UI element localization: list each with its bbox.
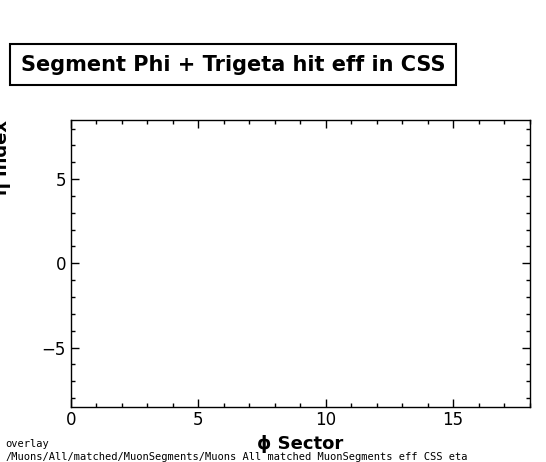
Text: overlay
/Muons/All/matched/MuonSegments/Muons_All_matched_MuonSegments_eff_CSS_e: overlay /Muons/All/matched/MuonSegments/…: [5, 439, 468, 462]
Text: η Index: η Index: [0, 120, 10, 195]
Text: Segment Phi + Trigeta hit eff in CSS: Segment Phi + Trigeta hit eff in CSS: [21, 55, 445, 75]
X-axis label: ϕ Sector: ϕ Sector: [257, 435, 343, 453]
